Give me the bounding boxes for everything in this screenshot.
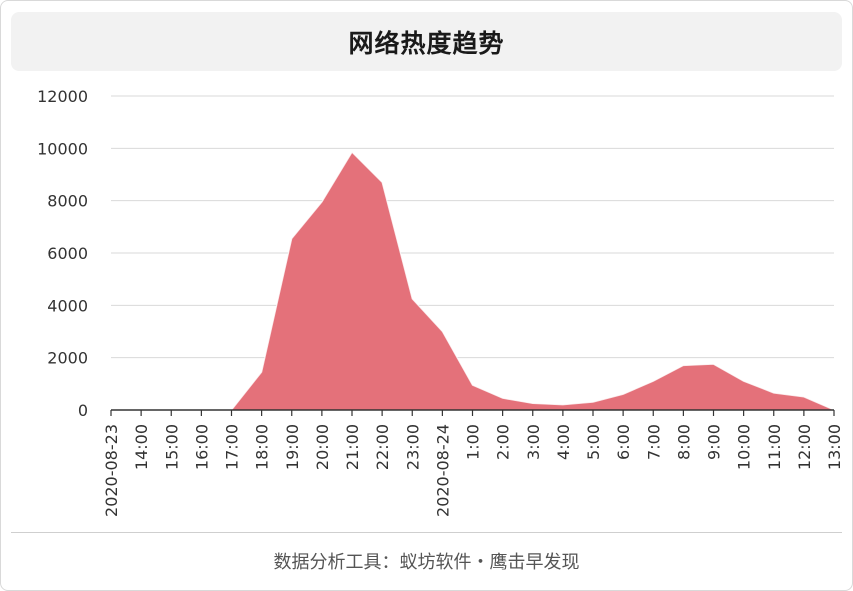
axes <box>110 409 835 416</box>
y-tick-label: 2000 <box>47 349 88 368</box>
x-tick-label: 22:00 <box>373 424 392 470</box>
x-tick-label: 14:00 <box>132 424 151 470</box>
series-line <box>111 151 835 411</box>
y-tick-label: 4000 <box>47 296 88 315</box>
x-tick-label: 6:00 <box>614 424 633 460</box>
x-tick-label: 2:00 <box>494 424 513 460</box>
y-tick-label: 6000 <box>47 244 88 263</box>
x-tick-label: 1:00 <box>464 424 483 460</box>
x-tick-label: 21:00 <box>343 424 362 470</box>
footer-credit: 数据分析工具：蚁坊软件・鹰击早发现 <box>273 552 580 573</box>
y-tick-label: 8000 <box>47 192 88 211</box>
x-tick-label: 5:00 <box>584 424 603 460</box>
x-tick-label: 9:00 <box>705 424 724 460</box>
x-tick-label: 20:00 <box>313 424 332 470</box>
x-tick-label: 15:00 <box>162 424 181 470</box>
x-tick-label: 4:00 <box>554 424 573 460</box>
x-tick-label: 12:00 <box>795 424 814 470</box>
x-tick-label: 17:00 <box>223 424 242 470</box>
series-area-group <box>111 151 835 411</box>
x-tick-label: 10:00 <box>735 424 754 470</box>
x-tick-label: 18:00 <box>253 424 272 470</box>
x-tick-label: 11:00 <box>765 424 784 470</box>
grid-lines <box>111 95 834 359</box>
x-tick-label: 8:00 <box>674 424 693 460</box>
x-tick-label: 16:00 <box>192 424 211 470</box>
chart-title: 网络热度趋势 <box>348 28 505 58</box>
x-tick-label: 3:00 <box>524 424 543 460</box>
y-tick-label: 12000 <box>37 87 88 106</box>
x-tick-labels: 2020-08-23 14:00 15:00 16:00 17:00 18:00 19:00… <box>102 424 844 517</box>
x-tick-label: 2020-08-24 <box>433 424 452 517</box>
y-tick-label: 0 <box>78 401 88 420</box>
x-tick-label: 2020-08-23 <box>102 424 121 517</box>
x-tick-label: 7:00 <box>644 424 663 460</box>
y-tick-label: 10000 <box>37 139 88 158</box>
y-tick-labels: 0 2000 4000 6000 8000 10000 12000 <box>37 87 88 420</box>
footer-divider <box>11 532 842 533</box>
series-area <box>111 152 834 410</box>
x-tick-label: 19:00 <box>283 424 302 470</box>
x-tick-label: 13:00 <box>825 424 844 470</box>
x-tick-label: 23:00 <box>403 424 422 470</box>
title-bar: 网络热度趋势 <box>11 12 842 71</box>
